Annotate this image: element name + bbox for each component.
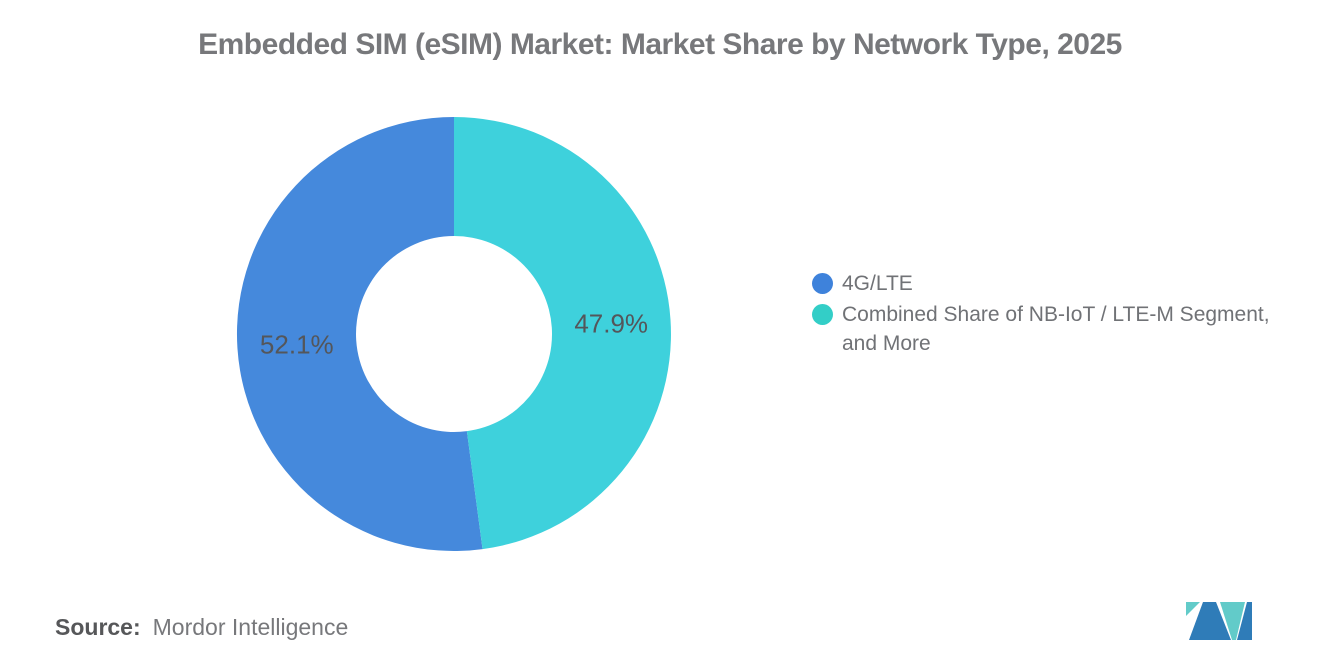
donut-slice bbox=[236, 116, 483, 551]
chart-title: Embedded SIM (eSIM) Market: Market Share… bbox=[198, 28, 1122, 61]
legend-label: Combined Share of NB-IoT / LTE-M Segment… bbox=[842, 303, 1270, 355]
slice-data-label: 52.1% bbox=[260, 329, 334, 359]
source-label: Source: bbox=[55, 614, 141, 640]
legend-marker-icon bbox=[812, 304, 833, 325]
legend-label: 4G/LTE bbox=[842, 272, 913, 295]
mordor-intelligence-logo bbox=[1186, 601, 1252, 641]
source-value: Mordor Intelligence bbox=[152, 614, 349, 640]
slice-data-label: 47.9% bbox=[574, 309, 648, 339]
source-attribution: Source: Mordor Intelligence bbox=[55, 614, 348, 641]
donut-slice bbox=[454, 117, 671, 550]
donut-chart: 52.1% 47.9% bbox=[236, 116, 671, 551]
legend-item-4g-lte: 4G/LTE bbox=[812, 269, 1296, 298]
legend-marker-icon bbox=[812, 273, 833, 294]
chart-legend: 4G/LTE Combined Share of NB-IoT / LTE-M … bbox=[812, 269, 1296, 360]
legend-item-nbiot-ltem: Combined Share of NB-IoT / LTE-M Segment… bbox=[812, 300, 1296, 358]
